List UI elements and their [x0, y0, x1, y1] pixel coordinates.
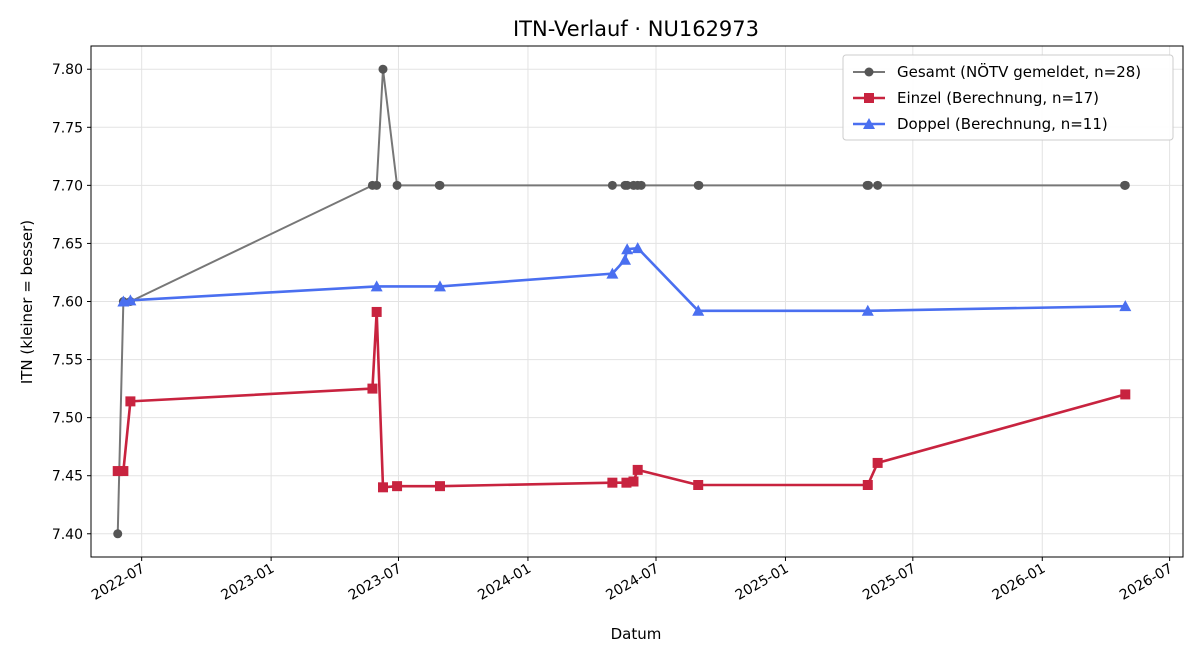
x-axis-label: Datum [611, 625, 662, 643]
y-tick-label: 7.65 [52, 236, 83, 252]
data-point [693, 479, 704, 490]
data-point [370, 280, 383, 292]
data-point [1120, 180, 1130, 190]
data-point [435, 180, 445, 190]
series-2 [112, 306, 1131, 493]
y-tick-label: 7.80 [52, 62, 83, 78]
data-point [371, 306, 382, 317]
data-point [367, 383, 378, 394]
series-line [117, 310, 1126, 489]
legend-label: Gesamt (NÖTV gemeldet, n=28) [897, 62, 1141, 81]
data-point [118, 466, 129, 477]
x-tick-label: 2022-07 [89, 561, 148, 604]
data-point [606, 267, 619, 279]
data-point [621, 243, 634, 255]
data-point [636, 180, 646, 190]
legend-label: Einzel (Berechnung, n=17) [897, 89, 1099, 107]
data-point [873, 180, 883, 190]
data-point [1119, 300, 1132, 312]
data-point [631, 242, 644, 254]
y-tick-label: 7.45 [52, 469, 83, 485]
data-point [377, 482, 388, 493]
data-point [433, 280, 446, 292]
data-point [621, 477, 632, 488]
series-group [112, 64, 1132, 539]
data-point [619, 253, 632, 265]
data-point [434, 481, 445, 492]
x-tick-label: 2024-01 [475, 561, 534, 604]
chart-title: ITN-Verlauf · NU162973 [513, 17, 759, 41]
data-point [694, 180, 704, 190]
legend-entry: Doppel (Berechnung, n=11) [853, 115, 1108, 133]
y-tick-label: 7.75 [52, 120, 83, 136]
y-tick-label: 7.55 [52, 353, 83, 369]
x-tick-label: 2023-01 [218, 561, 277, 604]
data-point [628, 476, 639, 487]
data-point [622, 180, 632, 190]
data-point [392, 180, 402, 190]
x-tick-label: 2026-07 [1117, 561, 1176, 604]
x-tick-label: 2025-01 [733, 561, 792, 604]
legend-marker [864, 93, 874, 103]
data-point [113, 529, 123, 539]
data-point [861, 304, 874, 316]
data-point [607, 180, 617, 190]
y-tick-label: 7.60 [52, 295, 83, 311]
legend-marker [864, 67, 874, 77]
legend-marker [863, 118, 875, 129]
x-tick-label: 2025-07 [860, 561, 919, 604]
data-point [692, 304, 705, 316]
y-tick-label: 7.40 [52, 527, 83, 543]
data-point [112, 466, 123, 477]
y-tick-label: 7.70 [52, 178, 83, 194]
legend-box [842, 54, 1174, 141]
x-tick-label: 2023-07 [346, 561, 405, 604]
data-point [862, 479, 873, 490]
legend-entry: Einzel (Berechnung, n=17) [853, 89, 1099, 107]
data-point [632, 464, 643, 475]
data-point [124, 294, 137, 306]
data-point [125, 396, 136, 407]
data-point [1120, 389, 1131, 400]
data-point [372, 180, 382, 190]
data-point [872, 457, 883, 468]
grid [91, 46, 1183, 557]
legend-label: Doppel (Berechnung, n=11) [897, 115, 1108, 133]
legend-entry: Gesamt (NÖTV gemeldet, n=28) [853, 62, 1141, 81]
y-axis-label: ITN (kleiner = besser) [18, 220, 36, 384]
legend: Gesamt (NÖTV gemeldet, n=28) Einzel (Bere… [842, 54, 1174, 141]
data-point [863, 180, 873, 190]
x-tick-label: 2026-01 [990, 561, 1049, 604]
series-3 [117, 242, 1132, 316]
data-point [378, 64, 388, 74]
data-point [392, 481, 403, 492]
y-tick-label: 7.50 [52, 411, 83, 427]
x-tick-label: 2024-07 [603, 561, 662, 604]
data-point [607, 477, 618, 488]
